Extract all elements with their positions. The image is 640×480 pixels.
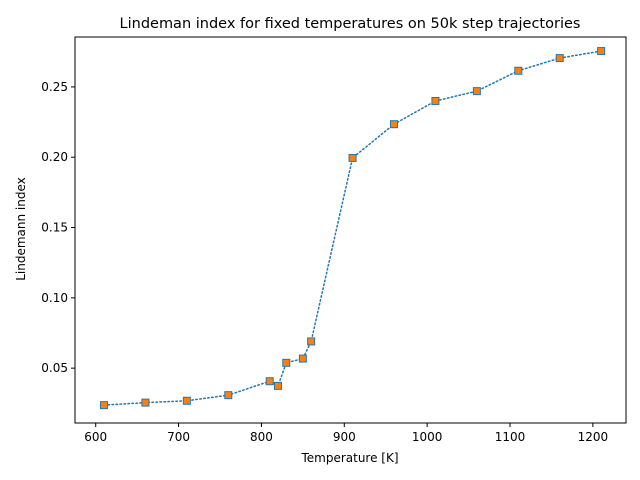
y-axis-label: Lindemann index — [14, 177, 28, 281]
series-line — [103, 50, 602, 406]
x-tick-label: 1200 — [578, 430, 609, 444]
y-tick-label: 0.10 — [41, 291, 68, 305]
data-point — [431, 96, 440, 105]
x-tick-label: 600 — [84, 430, 107, 444]
x-tick-label: 1100 — [495, 430, 526, 444]
x-tick-label: 700 — [167, 430, 190, 444]
data-point — [555, 54, 564, 63]
y-tick-label: 0.05 — [41, 361, 68, 375]
data-point — [307, 337, 316, 346]
data-point — [282, 358, 291, 367]
x-tick-label: 800 — [250, 430, 273, 444]
y-tick-label: 0.25 — [41, 80, 68, 94]
axes-frame — [74, 36, 627, 424]
plot-area: 600 700 800 900 1000 1100 1200 0.05 0.10 0.15 0.20… — [41, 36, 627, 444]
data-point — [224, 391, 233, 400]
chart-title: Lindeman index for fixed temperatures on… — [120, 16, 581, 32]
x-tick-label: 1000 — [412, 430, 443, 444]
data-point — [141, 398, 150, 407]
data-point — [472, 87, 481, 96]
data-point — [182, 396, 191, 405]
data-point — [298, 354, 307, 363]
y-tick-label: 0.15 — [41, 221, 68, 235]
data-point — [100, 401, 108, 410]
data-point — [514, 66, 523, 75]
data-point — [390, 120, 398, 129]
x-axis-label: Temperature [K] — [300, 451, 398, 465]
data-point — [348, 153, 357, 162]
data-point — [597, 47, 606, 56]
data-point — [265, 377, 274, 386]
x-tick-label: 900 — [333, 430, 356, 444]
y-tick-label: 0.20 — [41, 150, 68, 164]
data-point — [274, 381, 282, 390]
